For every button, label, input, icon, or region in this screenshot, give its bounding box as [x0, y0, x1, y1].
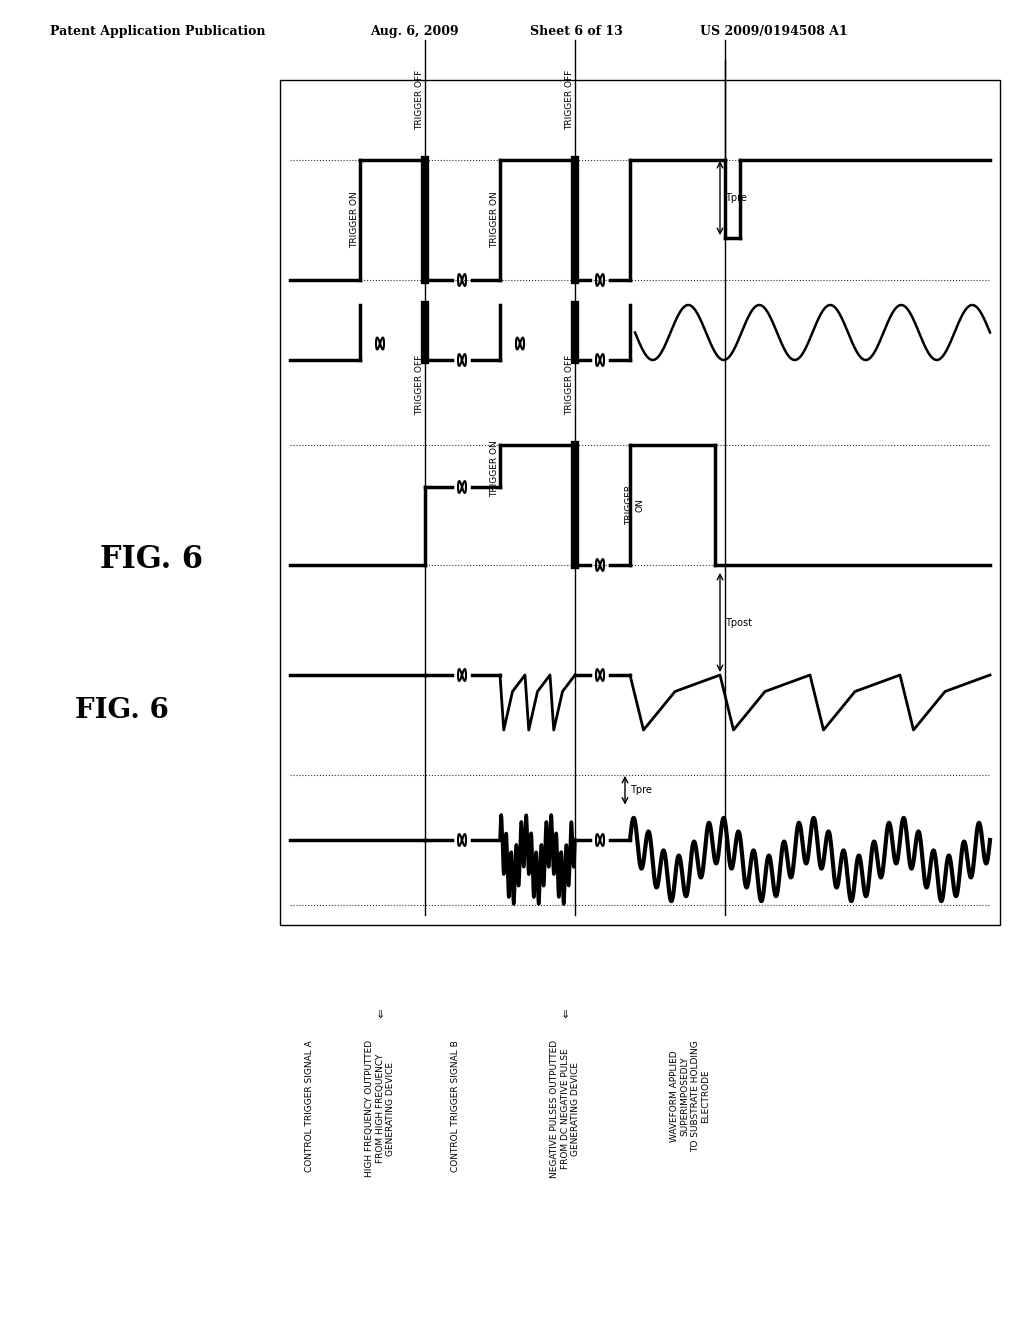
Text: ⇓: ⇓ [560, 1010, 569, 1020]
Text: ⇓: ⇓ [376, 1010, 385, 1020]
Bar [280, 81, 1000, 925]
Text: WAVEFORM APPLIED
SUPERIMPOSEDLY
TO SUBSTRATE HOLDING
ELECTRODE: WAVEFORM APPLIED SUPERIMPOSEDLY TO SUBST… [670, 1040, 710, 1152]
Text: Sheet 6 of 13: Sheet 6 of 13 [530, 25, 623, 38]
Text: FIG. 6: FIG. 6 [100, 544, 203, 576]
Text: TRIGGER OFF: TRIGGER OFF [416, 70, 425, 129]
Text: TRIGGER ON: TRIGGER ON [490, 191, 500, 248]
Text: TRIGGER ON: TRIGGER ON [490, 441, 500, 498]
Text: NEGATIVE PULSES OUTPUTTED
FROM DC NEGATIVE PULSE
GENERATING DEVICE: NEGATIVE PULSES OUTPUTTED FROM DC NEGATI… [550, 1040, 580, 1179]
Text: TRIGGER OFF: TRIGGER OFF [416, 355, 425, 414]
Text: Tpre: Tpre [725, 193, 746, 203]
Text: Tpost: Tpost [725, 618, 752, 627]
Text: Patent Application Publication: Patent Application Publication [50, 25, 265, 38]
Text: HIGH FREQUENCY OUTPUTTED
FROM HIGH FREQUENCY
GENERATING DEVICE: HIGH FREQUENCY OUTPUTTED FROM HIGH FREQU… [366, 1040, 395, 1177]
Text: FIG. 6: FIG. 6 [75, 697, 169, 723]
Text: Aug. 6, 2009: Aug. 6, 2009 [370, 25, 459, 38]
Text: Tpre: Tpre [630, 785, 652, 795]
Text: TRIGGER ON: TRIGGER ON [350, 191, 359, 248]
Text: TRIGGER
ON: TRIGGER ON [626, 484, 645, 525]
Text: TRIGGER OFF: TRIGGER OFF [565, 355, 574, 414]
Text: CONTROL TRIGGER SIGNAL B: CONTROL TRIGGER SIGNAL B [451, 1040, 460, 1172]
Text: US 2009/0194508 A1: US 2009/0194508 A1 [700, 25, 848, 38]
Text: CONTROL TRIGGER SIGNAL A: CONTROL TRIGGER SIGNAL A [305, 1040, 314, 1172]
Text: TRIGGER OFF: TRIGGER OFF [565, 70, 574, 129]
